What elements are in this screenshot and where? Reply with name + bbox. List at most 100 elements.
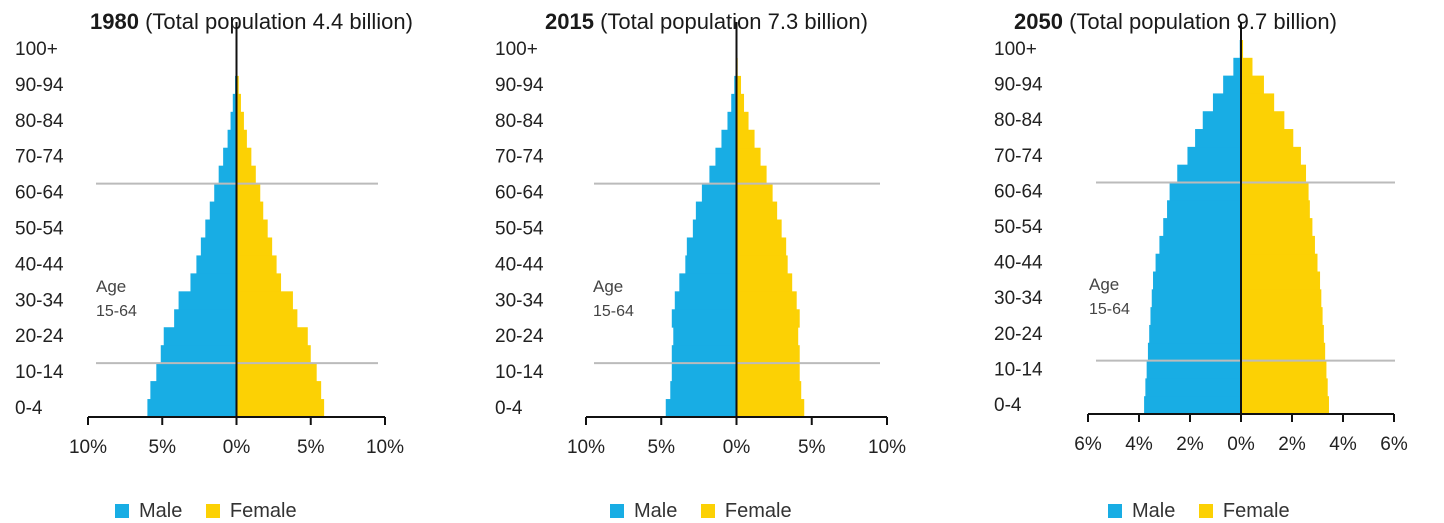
- bar-female-30-34: [1241, 289, 1321, 307]
- y-tick-label: 20-24: [994, 324, 1043, 345]
- x-tick-label: 10%: [567, 437, 605, 458]
- legend: Male Female: [115, 500, 315, 523]
- bar-male-25-29: [174, 309, 236, 327]
- y-tick-label: 80-84: [994, 110, 1043, 131]
- bar-male-65-69: [709, 166, 736, 184]
- bar-female-0-4: [737, 399, 805, 417]
- x-tick-label: 5%: [648, 437, 676, 458]
- bar-male-45-49: [201, 237, 237, 255]
- bar-female-50-54: [237, 220, 268, 238]
- bar-female-40-44: [737, 255, 788, 273]
- bar-male-70-74: [223, 148, 236, 166]
- bar-female-20-24: [1241, 325, 1324, 343]
- bar-female-20-24: [237, 327, 308, 345]
- bar-male-30-34: [675, 291, 737, 309]
- x-tick-label: 4%: [1125, 434, 1153, 455]
- bar-male-15-19: [1148, 343, 1241, 361]
- bar-female-35-39: [1241, 272, 1320, 290]
- x-tick-label: 6%: [1380, 434, 1408, 455]
- bar-male-45-49: [687, 237, 737, 255]
- bar-female-70-74: [1241, 147, 1301, 165]
- y-tick-label: 100+: [994, 39, 1037, 60]
- bar-male-60-64: [214, 184, 236, 202]
- bar-male-40-44: [1156, 254, 1241, 272]
- bar-female-50-54: [737, 220, 782, 238]
- bar-male-70-74: [715, 148, 736, 166]
- bar-female-10-14: [737, 363, 800, 381]
- legend: Male Female: [610, 500, 810, 523]
- pyramid-panel-1980: 1980 (Total population 4.4 billion) 10%5…: [0, 0, 470, 519]
- bar-male-10-14: [156, 363, 236, 381]
- bar-female-55-59: [1241, 200, 1310, 218]
- bar-female-80-84: [737, 112, 749, 130]
- bar-male-5-9: [670, 381, 736, 399]
- bar-female-75-79: [237, 130, 247, 148]
- x-tick-label: 0%: [1227, 434, 1255, 455]
- y-tick-label: 100+: [495, 39, 538, 60]
- bar-male-25-29: [672, 309, 737, 327]
- y-tick-label: 90-94: [495, 75, 544, 96]
- bar-female-45-49: [737, 237, 787, 255]
- bar-female-25-29: [237, 309, 298, 327]
- bar-male-50-54: [693, 220, 737, 238]
- bar-male-75-79: [228, 130, 237, 148]
- x-tick-label: 2%: [1278, 434, 1306, 455]
- bar-female-0-4: [1241, 396, 1329, 414]
- bar-female-90-94: [1241, 76, 1264, 94]
- legend-swatch-female: [206, 504, 220, 518]
- y-tick-label: 80-84: [15, 111, 64, 132]
- bar-male-15-19: [161, 345, 237, 363]
- bar-male-30-34: [179, 291, 237, 309]
- x-tick-label: 0%: [223, 437, 251, 458]
- bar-female-65-69: [1241, 165, 1306, 183]
- bar-female-5-9: [1241, 378, 1328, 396]
- legend-swatch-male: [1108, 504, 1122, 518]
- bar-female-60-64: [737, 184, 773, 202]
- bar-male-75-79: [1195, 129, 1241, 147]
- x-tick-label: 10%: [366, 437, 404, 458]
- bar-male-55-59: [696, 202, 737, 220]
- bar-female-30-34: [237, 291, 293, 309]
- bar-male-65-69: [219, 166, 237, 184]
- bar-female-5-9: [237, 381, 322, 399]
- bar-female-10-14: [1241, 361, 1326, 379]
- y-tick-label: 40-44: [495, 254, 544, 275]
- bar-male-70-74: [1187, 147, 1241, 165]
- y-tick-label: 100+: [15, 39, 58, 60]
- bar-female-75-79: [1241, 129, 1293, 147]
- bar-male-35-39: [1153, 272, 1241, 290]
- bar-female-60-64: [237, 184, 261, 202]
- bar-female-70-74: [737, 148, 761, 166]
- annotation-age: Age: [96, 277, 126, 296]
- bar-male-35-39: [679, 273, 736, 291]
- bar-male-90-94: [1223, 76, 1241, 94]
- y-tick-label: 10-14: [15, 362, 64, 383]
- bar-female-55-59: [237, 202, 264, 220]
- bar-female-15-19: [237, 345, 311, 363]
- bar-female-85-89: [1241, 93, 1274, 111]
- y-tick-label: 80-84: [495, 111, 544, 132]
- x-tick-label: 5%: [297, 437, 325, 458]
- bar-female-35-39: [237, 273, 282, 291]
- legend-swatch-male: [115, 504, 129, 518]
- x-tick-label: 5%: [149, 437, 177, 458]
- bar-female-75-79: [737, 130, 755, 148]
- y-tick-label: 10-14: [994, 359, 1043, 380]
- bar-male-20-24: [673, 327, 736, 345]
- y-tick-label: 70-74: [994, 146, 1043, 167]
- annotation-age: Age: [593, 277, 623, 296]
- y-tick-label: 50-54: [495, 219, 544, 240]
- bar-female-70-74: [237, 148, 252, 166]
- bar-female-45-49: [237, 237, 273, 255]
- bar-male-0-4: [147, 399, 236, 417]
- population-pyramid-chart: 6%4%2%0%2%4%6%100+90-9480-8470-7460-6450…: [974, 0, 1444, 480]
- legend-swatch-male: [610, 504, 624, 518]
- y-tick-label: 90-94: [15, 75, 64, 96]
- bar-female-40-44: [1241, 254, 1318, 272]
- bar-female-95-99: [1241, 58, 1252, 76]
- bar-male-80-84: [727, 112, 736, 130]
- y-tick-label: 60-64: [495, 183, 544, 204]
- bar-male-85-89: [1213, 93, 1241, 111]
- y-tick-label: 30-34: [994, 288, 1043, 309]
- x-tick-label: 4%: [1329, 434, 1357, 455]
